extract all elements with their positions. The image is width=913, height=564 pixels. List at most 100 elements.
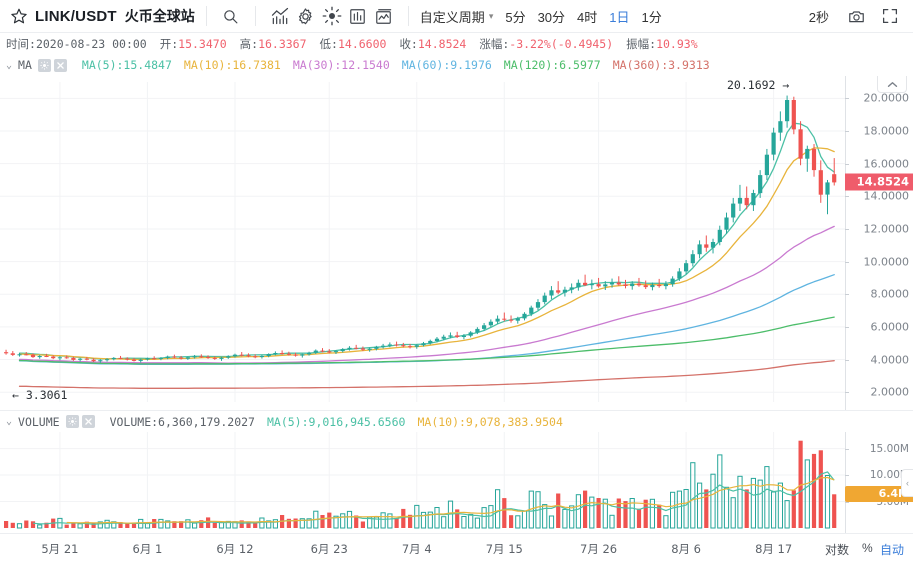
price-tick-mark [845, 392, 849, 394]
close-icon[interactable] [81, 415, 95, 428]
date-tick-label: 7月 26 [580, 542, 618, 556]
price-tick-mark [845, 163, 849, 165]
panel-divider [0, 410, 913, 411]
ma-360-value: MA(360):3.9313 [612, 58, 710, 72]
quote-amplitude-label: 振幅: [626, 36, 657, 51]
price-tick-mark [845, 359, 849, 361]
chevron-down-icon[interactable]: ⌄ [6, 416, 13, 427]
brightness-sun-icon[interactable] [319, 3, 345, 29]
candlestick-canvas[interactable] [0, 76, 913, 410]
chevron-down-icon[interactable]: ⌄ [6, 59, 13, 71]
date-tick-label: 6月 1 [132, 542, 163, 556]
quote-open-value: 15.3470 [178, 36, 227, 51]
ma-30-value: MA(30):12.1540 [292, 58, 390, 72]
volume-tick-mark [845, 448, 849, 450]
price-axis[interactable]: 20.0000 18.0000 16.0000 14.0000 12.0000 10.00… [845, 76, 913, 410]
quote-close-value: 14.8524 [417, 36, 467, 51]
percent-scale-option[interactable]: % [862, 541, 873, 555]
settings-gear-icon[interactable] [293, 3, 319, 29]
price-tick-label: 16.0000 [863, 157, 910, 171]
quote-change-label: 涨幅: [479, 36, 510, 51]
period-high-marker: 20.1692 → [727, 78, 790, 92]
price-tick-label: 12.0000 [863, 222, 910, 236]
quote-close-label: 收: [399, 36, 418, 51]
price-tick-label: 6.0000 [870, 320, 910, 334]
timeframe-4h[interactable]: 4时 [577, 9, 598, 25]
date-tick-label: 8月 17 [755, 542, 793, 556]
trading-pair: LINK/USDT [35, 7, 117, 25]
date-tick-label: 7月 4 [401, 542, 432, 556]
price-tick-label: 20.0000 [863, 91, 910, 105]
price-tick-mark [845, 130, 849, 132]
ma-indicator-name: MA [18, 58, 32, 72]
volume-ma-5-value: MA(5):9,016,945.6560 [266, 414, 406, 429]
volume-tick-label: 10.00M [869, 469, 909, 482]
date-tick-label: 6月 23 [310, 542, 348, 556]
camera-icon[interactable] [843, 3, 869, 29]
quote-low-value: 14.6600 [337, 36, 387, 51]
refresh-interval[interactable]: 2秒 [808, 9, 829, 25]
price-tick-label: 2.0000 [870, 385, 910, 399]
date-tick-label: 5月 21 [41, 542, 79, 556]
timeframe-30m[interactable]: 30分 [537, 9, 566, 25]
scroll-up-button[interactable] [877, 76, 907, 93]
price-tick-mark [845, 98, 849, 100]
quote-low-label: 低: [319, 36, 338, 51]
price-tick-mark [845, 196, 849, 198]
favorite-star-icon[interactable] [10, 7, 28, 25]
bar-chart-frame-icon[interactable] [345, 3, 371, 29]
timeframe-1d[interactable]: 1日 [609, 9, 630, 25]
quote-change-value: -3.22%(-0.4945) [509, 36, 614, 51]
top-toolbar: LINK/USDT 火币全球站 [0, 0, 913, 33]
volume-indicator-legend: ⌄ VOLUME VOLUME:6,360,179.2027 MA(5):9,0… [0, 411, 913, 432]
price-tick-mark [845, 261, 849, 263]
volume-indicator-name: VOLUME [18, 414, 60, 429]
quote-high-value: 16.3367 [258, 36, 307, 51]
price-tick-label: 4.0000 [870, 353, 910, 367]
custom-period-dropdown[interactable]: 自定义周期 ▾ [420, 7, 494, 26]
toolbar-divider-1 [205, 6, 207, 26]
quote-info-bar: 时间: 2020-08-23 00:00 开: 15.3470 高: 16.3367 … [0, 33, 913, 54]
price-chart-panel[interactable]: 20.0000 18.0000 16.0000 14.0000 12.0000 10.00… [0, 76, 913, 410]
auto-scale-option[interactable]: 自动 [880, 543, 905, 557]
indicator-chart-icon[interactable] [267, 3, 293, 29]
price-tick-mark [845, 228, 849, 230]
date-tick-label: 6月 12 [216, 542, 254, 556]
price-tick-label: 14.0000 [863, 189, 910, 203]
quote-time-label: 时间: [6, 36, 36, 51]
date-tick-label: 8月 6 [671, 542, 701, 556]
toolbar-divider-2 [254, 6, 256, 26]
search-icon[interactable] [218, 3, 244, 29]
volume-value: VOLUME:6,360,179.2027 [109, 414, 255, 429]
timeframe-5m[interactable]: 5分 [505, 9, 526, 25]
volume-tick-mark [845, 475, 849, 477]
gear-icon[interactable] [37, 58, 51, 72]
ma-indicator-legend: ⌄ MA MA(5):15.4847 MA(10):16.7381 MA(30)… [0, 54, 913, 76]
price-tick-mark [845, 294, 849, 296]
chevron-down-icon: ▾ [488, 10, 494, 21]
line-chart-frame-icon[interactable] [371, 3, 397, 29]
volume-ma-10-value: MA(10):9,078,383.9504 [417, 414, 563, 429]
gear-icon[interactable] [65, 415, 79, 428]
price-tick-mark [845, 326, 849, 328]
volume-tick-label: 15.00M [869, 442, 909, 455]
quote-high-label: 高: [239, 36, 259, 51]
log-scale-option[interactable]: 对数 [825, 543, 850, 557]
collapse-panel-button[interactable]: ‹ [901, 468, 913, 497]
timeframe-1m[interactable]: 1分 [641, 9, 662, 25]
price-tick-label: 10.0000 [863, 255, 910, 269]
price-tick-label: 18.0000 [863, 124, 910, 138]
volume-canvas[interactable] [0, 432, 913, 533]
ma-60-value: MA(60):9.1976 [401, 58, 492, 72]
date-axis[interactable]: 对数 % 自动 5月 21 6月 1 6月 12 6月 23 7月 4 7月 15 7月 2… [0, 533, 913, 564]
fullscreen-icon[interactable] [877, 3, 903, 29]
current-price-badge: 14.8524 [845, 173, 913, 191]
close-icon[interactable] [53, 58, 67, 72]
toolbar-divider-3 [407, 6, 409, 26]
quote-time-value: 2020-08-23 00:00 [35, 36, 147, 51]
ma-10-value: MA(10):16.7381 [183, 58, 281, 72]
quote-open-label: 开: [159, 36, 179, 51]
